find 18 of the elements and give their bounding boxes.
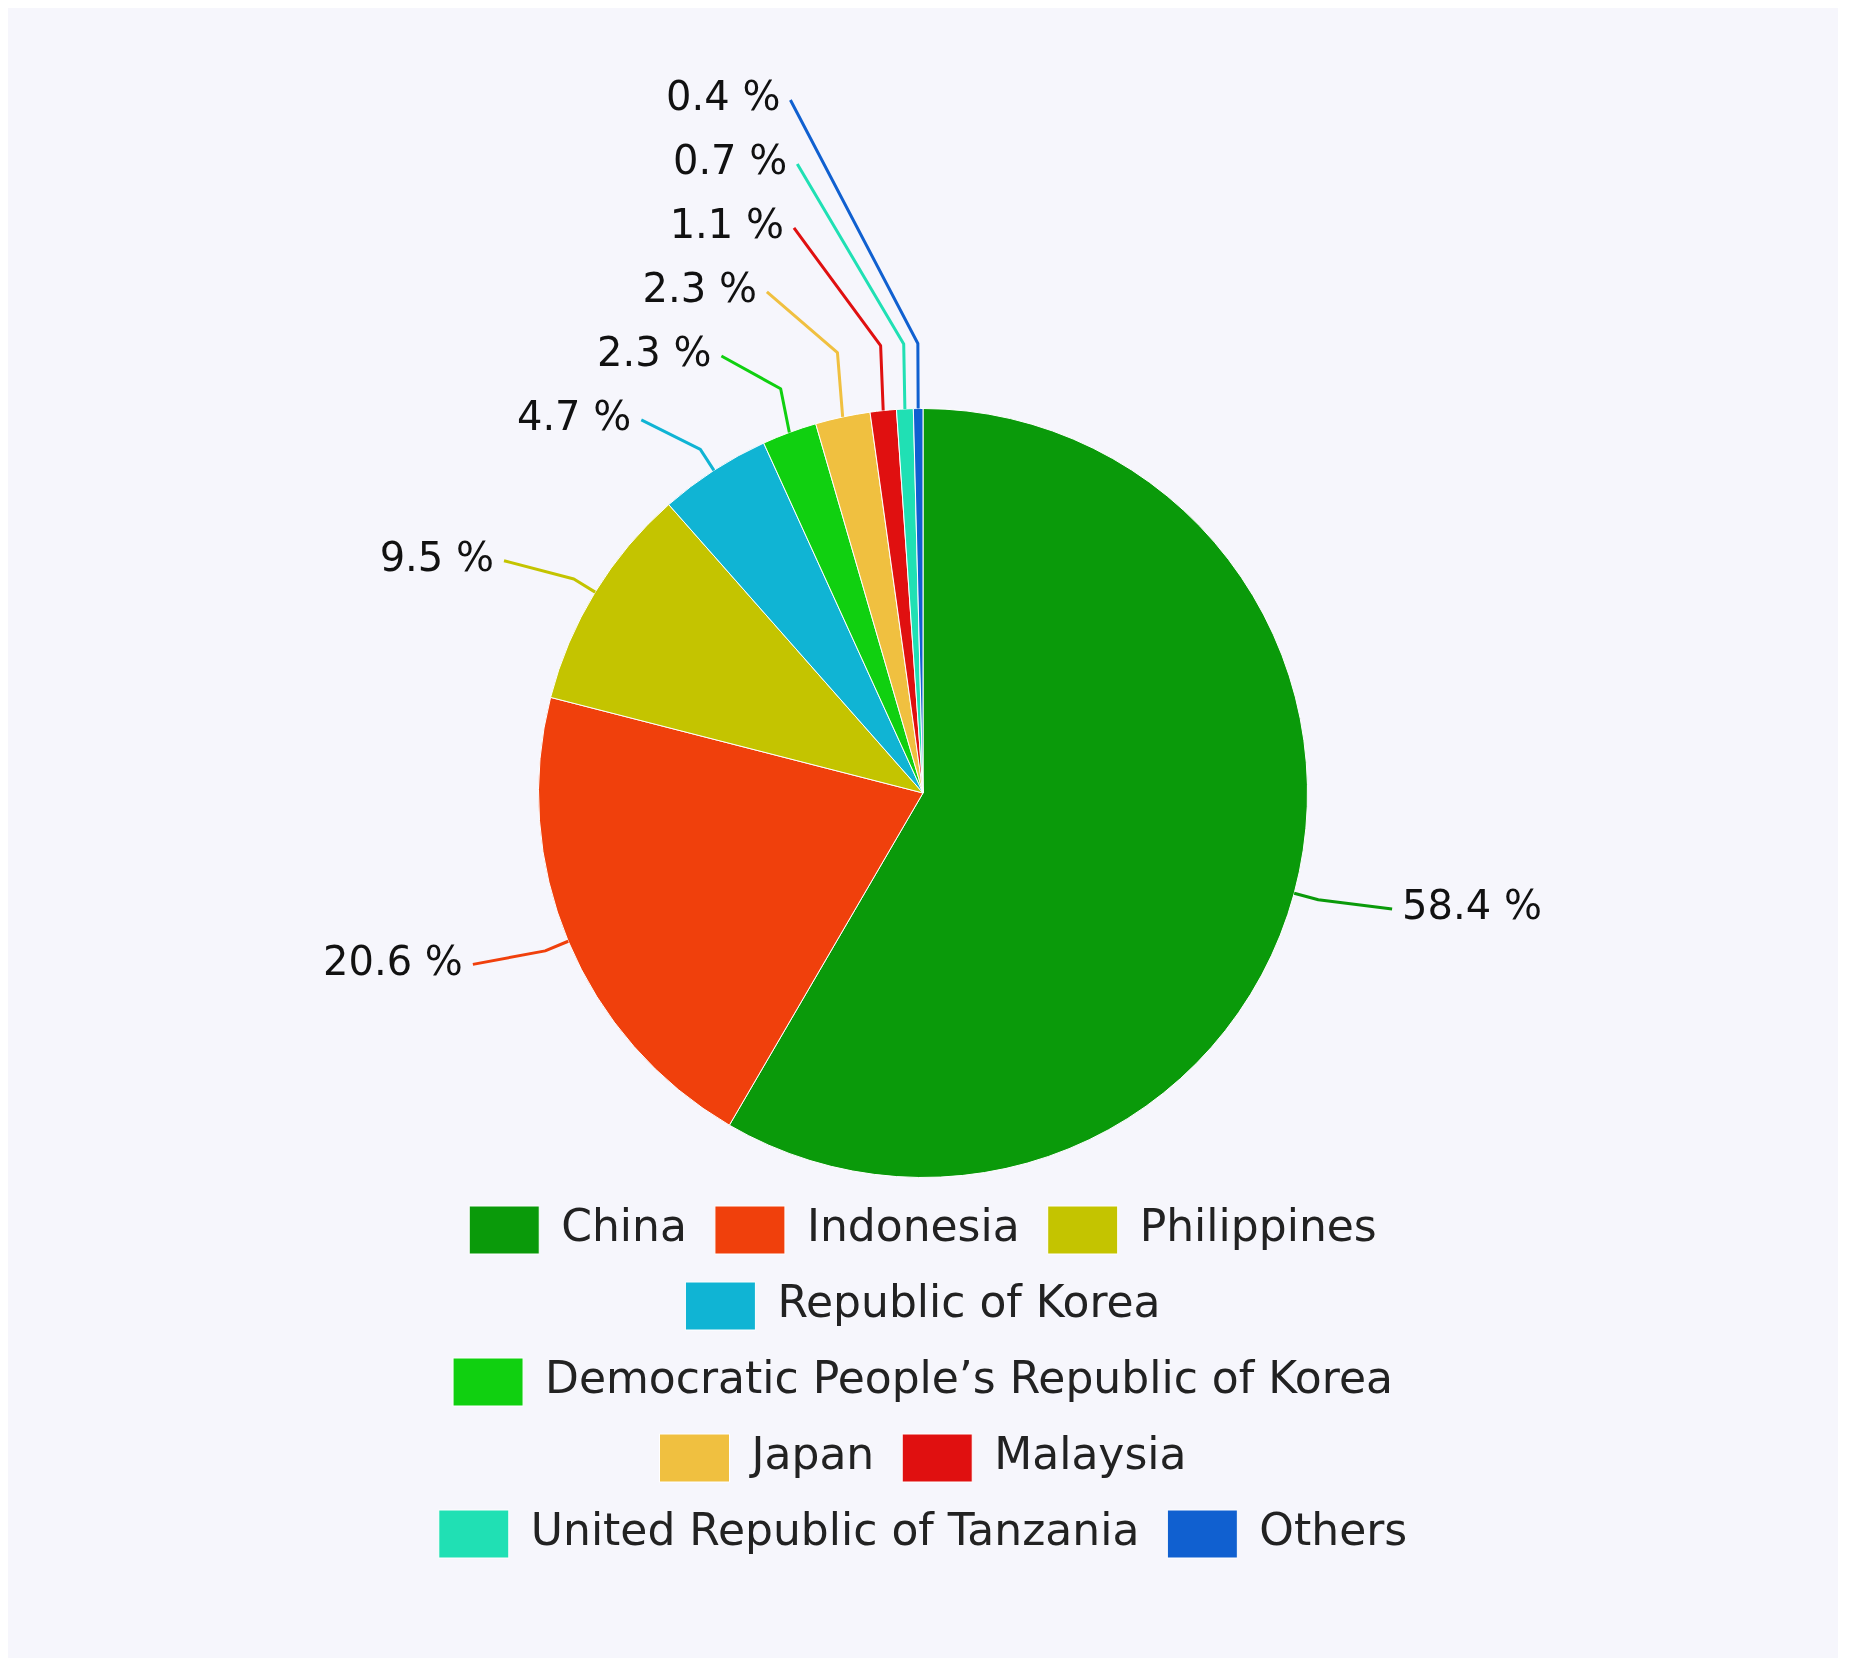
legend-label: China bbox=[561, 1200, 687, 1252]
data-label: 4.7 % bbox=[516, 393, 632, 440]
legend-label: Malaysia bbox=[994, 1428, 1187, 1480]
legend-label: Japan bbox=[748, 1428, 875, 1480]
legend-label: United Republic of Tanzania bbox=[530, 1504, 1140, 1556]
data-label: 2.3 % bbox=[597, 329, 712, 376]
legend-label: Democratic People’s Republic of Korea bbox=[545, 1352, 1393, 1404]
data-label: 2.3 % bbox=[642, 265, 757, 312]
data-label: 1.1 % bbox=[669, 201, 784, 248]
data-label: 0.7 % bbox=[672, 137, 788, 184]
legend-label: Indonesia bbox=[806, 1200, 1020, 1252]
data-label: 58.4 % bbox=[1402, 882, 1542, 929]
legend-label: Philippines bbox=[1139, 1200, 1377, 1252]
data-label: 20.6 % bbox=[323, 937, 463, 984]
data-label: 9.5 % bbox=[379, 534, 494, 581]
data-label: 0.4 % bbox=[666, 73, 781, 120]
legend-label: Others bbox=[1259, 1504, 1408, 1556]
legend-label: Republic of Korea bbox=[777, 1276, 1161, 1328]
